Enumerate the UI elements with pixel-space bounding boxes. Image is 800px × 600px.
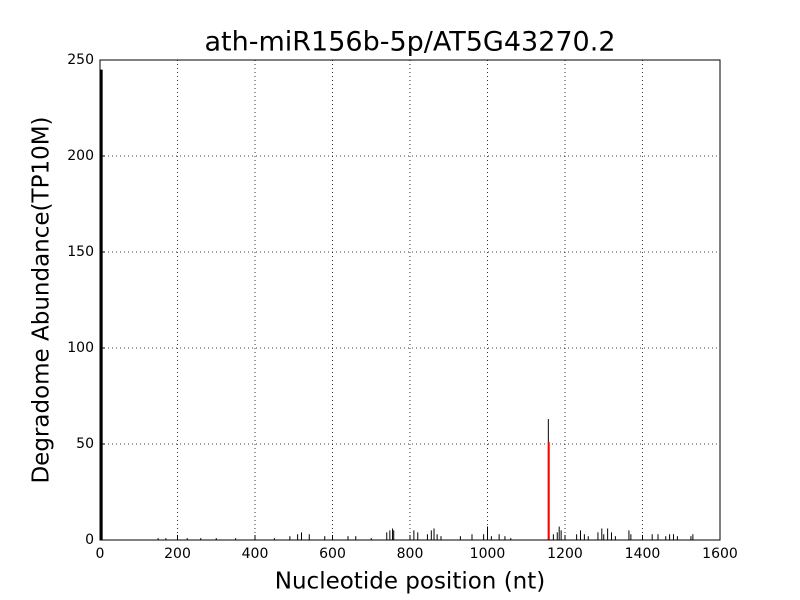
y-axis-label: Degradome Abundance(TP10M) [29, 116, 55, 483]
x-tick-label: 1600 [702, 546, 738, 562]
y-tick-label: 100 [67, 340, 94, 356]
x-tick-label: 0 [96, 546, 105, 562]
plot-frame [99, 59, 721, 541]
x-tick-label: 400 [242, 546, 269, 562]
y-tick-label: 0 [85, 532, 94, 548]
y-tick-label: 50 [76, 436, 94, 452]
x-tick-label: 200 [164, 546, 191, 562]
y-tick-label: 200 [67, 148, 94, 164]
x-axis-label: Nucleotide position (nt) [275, 569, 545, 595]
x-tick-label: 800 [397, 546, 424, 562]
x-tick-label: 1200 [547, 546, 583, 562]
x-tick-label: 1400 [625, 546, 661, 562]
x-tick-label: 600 [319, 546, 346, 562]
y-tick-label: 150 [67, 244, 94, 260]
chart-title: ath-miR156b-5p/AT5G43270.2 [205, 27, 616, 58]
y-tick-label: 250 [67, 52, 94, 68]
x-tick-label: 1000 [470, 546, 506, 562]
